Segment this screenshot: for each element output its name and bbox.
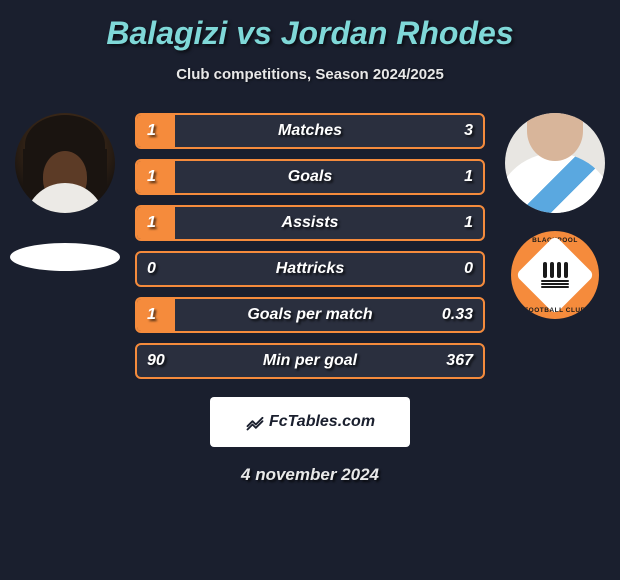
club-badge-inner [515, 235, 594, 314]
player-right-avatar [505, 113, 605, 213]
stat-label: Hattricks [137, 253, 483, 285]
stats-column: 13Matches 11Goals 11Assists 00Hattricks 10.3… [135, 113, 485, 379]
club-badge-stripes-icon [543, 262, 568, 278]
player-left-column [5, 113, 125, 271]
player-left-club-badge [10, 243, 120, 271]
chart-icon [245, 412, 265, 432]
stat-label: Goals per match [137, 299, 483, 331]
stat-row: 90367Min per goal [135, 343, 485, 379]
stat-label: Matches [137, 115, 483, 147]
date-label: 4 november 2024 [241, 465, 379, 485]
main-row: 13Matches 11Goals 11Assists 00Hattricks 10.3… [0, 113, 620, 379]
page-title: Balagizi vs Jordan Rhodes [106, 15, 513, 52]
player-left-avatar [15, 113, 115, 213]
stat-row: 00Hattricks [135, 251, 485, 287]
stat-row: 10.33Goals per match [135, 297, 485, 333]
player-right-column: BLACKPOOL FOOTBALL CLUB [495, 113, 615, 319]
stat-label: Goals [137, 161, 483, 193]
player-right-club-badge: BLACKPOOL FOOTBALL CLUB [511, 231, 599, 319]
stat-label: Min per goal [137, 345, 483, 377]
attribution-badge: FcTables.com [210, 397, 410, 447]
stat-row: 11Assists [135, 205, 485, 241]
comparison-card: Balagizi vs Jordan Rhodes Club competiti… [0, 0, 620, 580]
stat-label: Assists [137, 207, 483, 239]
attribution-text: FcTables.com [269, 413, 375, 431]
club-badge-waves-icon [541, 280, 569, 288]
club-badge-text-bottom: FOOTBALL CLUB [524, 307, 586, 314]
stat-row: 13Matches [135, 113, 485, 149]
stat-row: 11Goals [135, 159, 485, 195]
subtitle: Club competitions, Season 2024/2025 [176, 66, 444, 83]
